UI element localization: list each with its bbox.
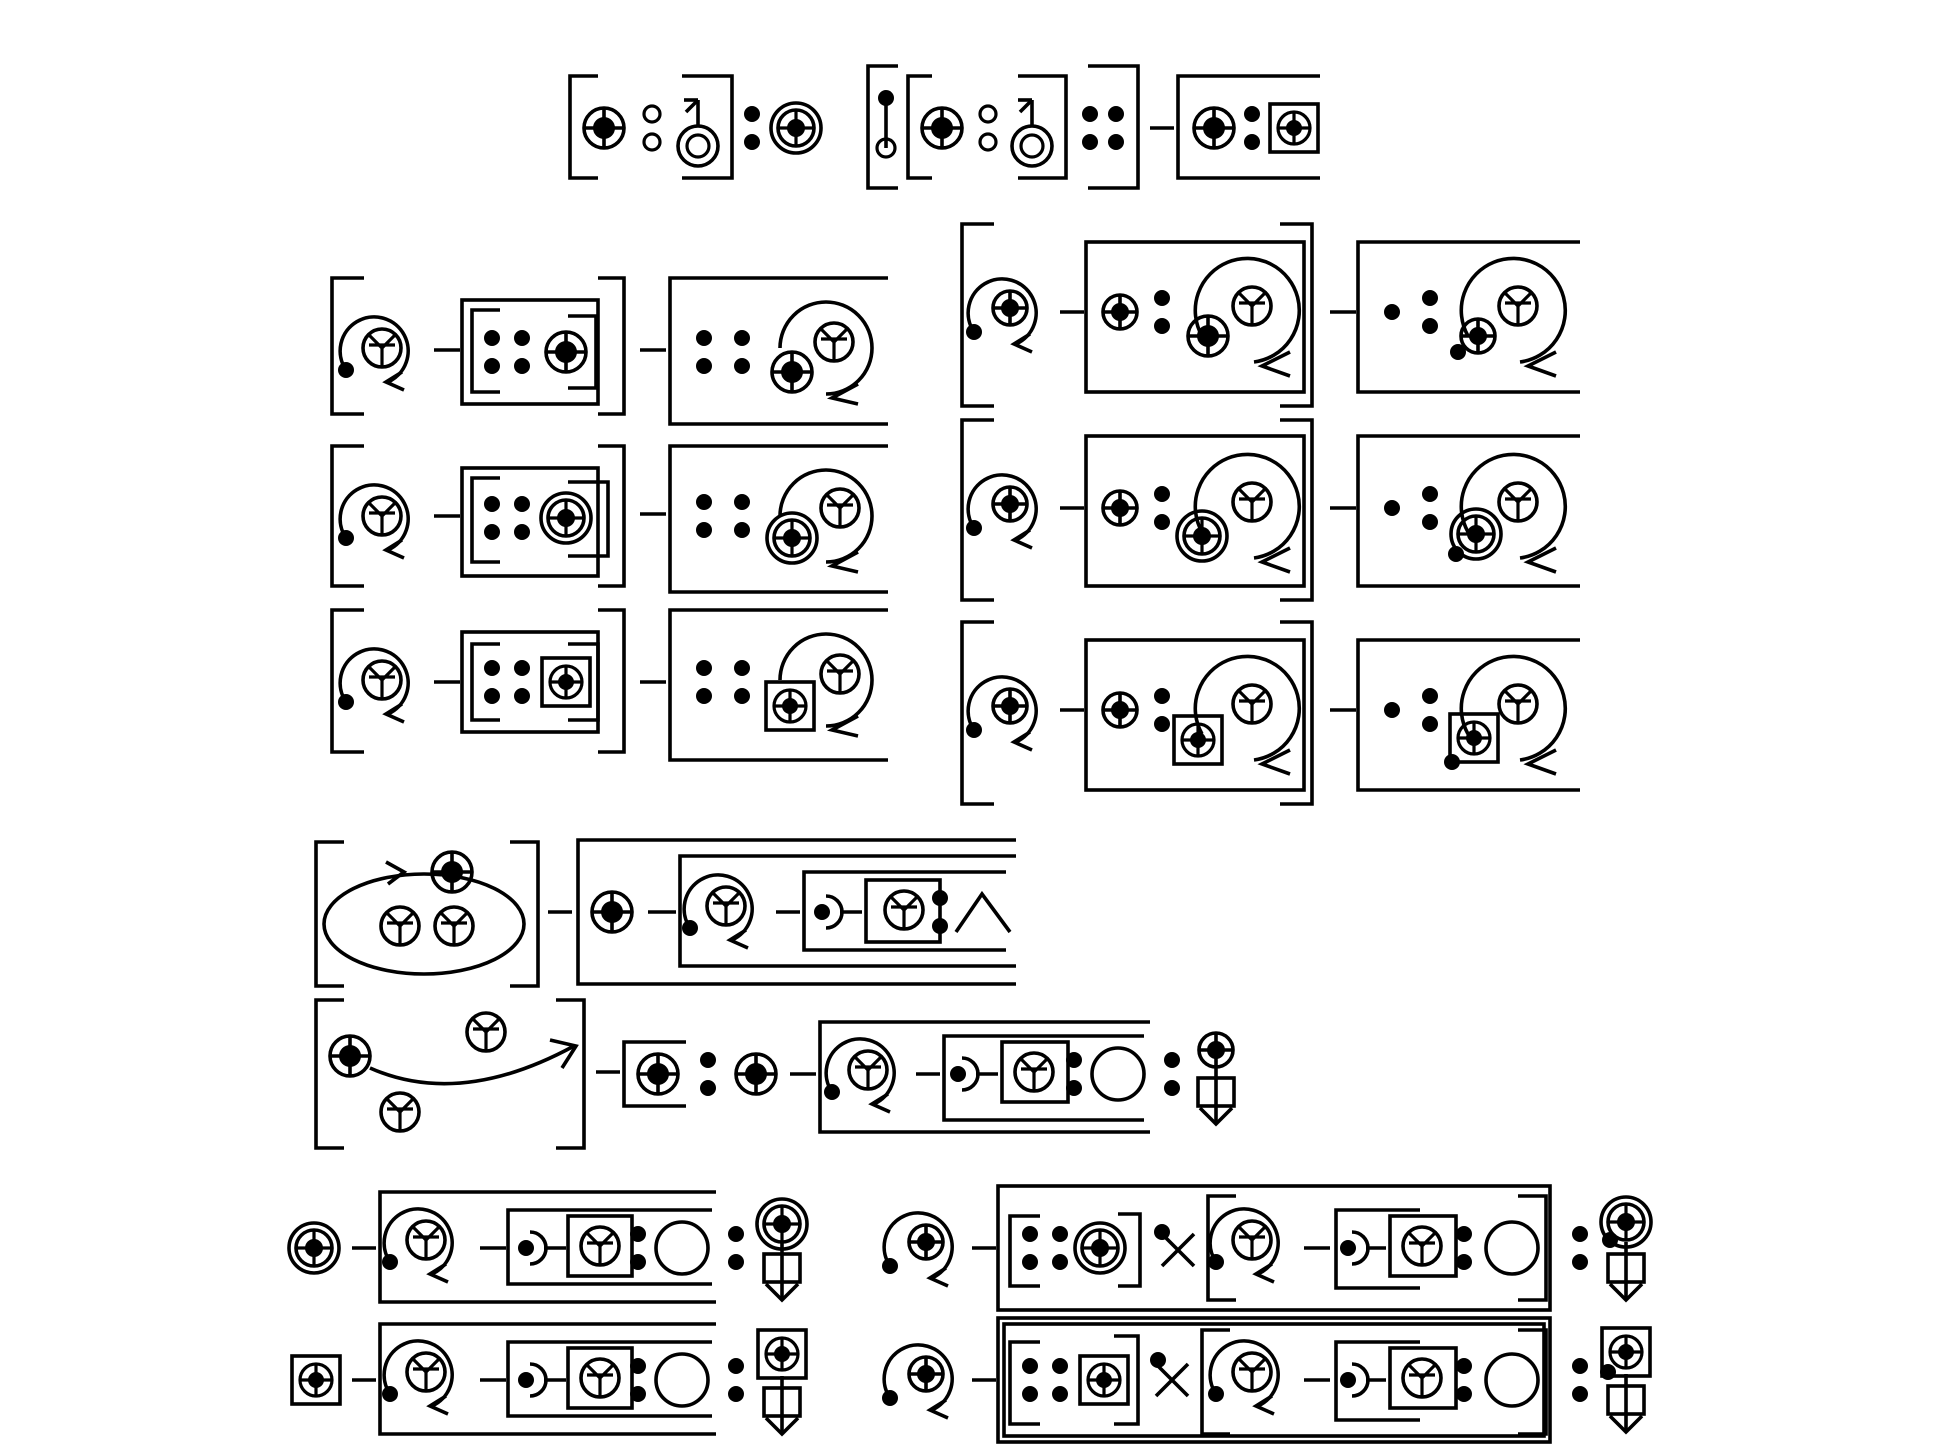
right-block-rows: [960, 222, 1580, 806]
bottom-right-rows: [882, 1184, 1653, 1444]
bottom-left-rows: [287, 1190, 809, 1436]
arrow-path-row: [314, 998, 1236, 1150]
row-1-glyph-group: [568, 64, 1320, 190]
left-block-rows: [330, 276, 888, 762]
ellipse-cycle-row: [314, 838, 1016, 988]
